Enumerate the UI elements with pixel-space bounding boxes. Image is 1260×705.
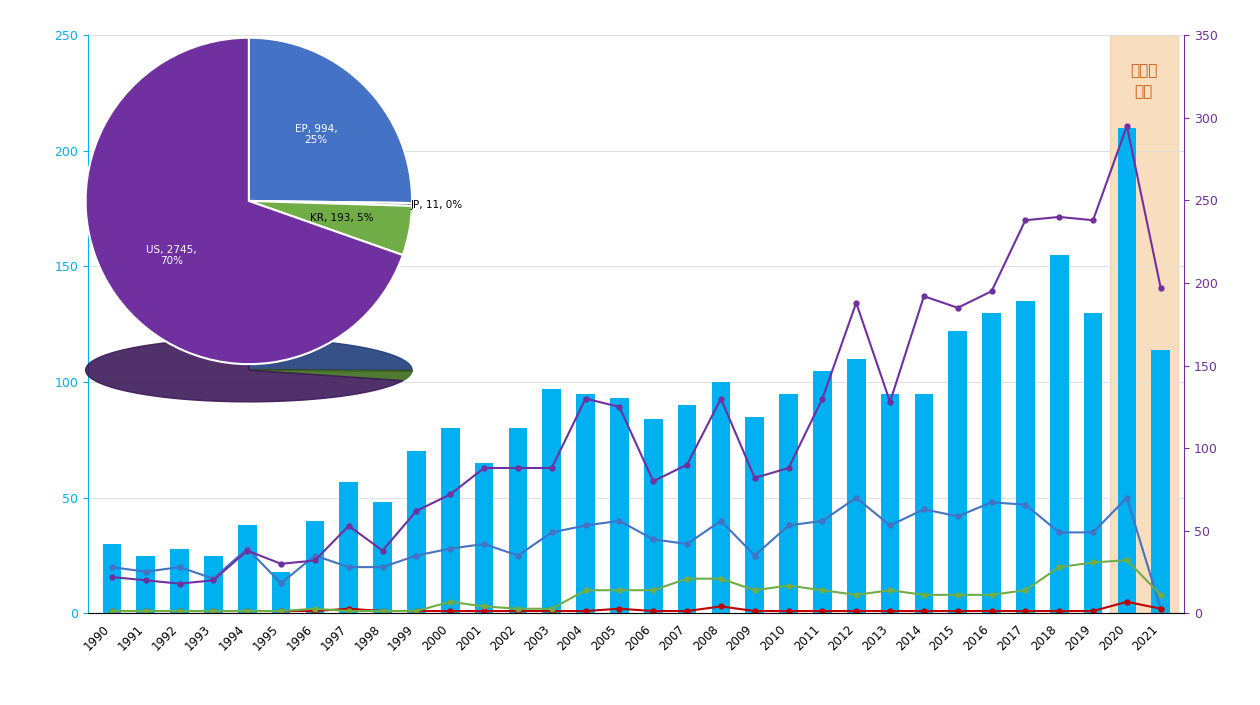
Bar <box>1016 301 1034 613</box>
Text: KR, 193, 5%: KR, 193, 5% <box>310 214 374 223</box>
Bar <box>1118 128 1137 613</box>
Polygon shape <box>248 370 412 371</box>
Bar <box>746 417 764 613</box>
Polygon shape <box>248 370 412 381</box>
Wedge shape <box>86 37 403 364</box>
Text: US, 2745,
70%: US, 2745, 70% <box>146 245 197 266</box>
Bar <box>983 313 1000 613</box>
Bar <box>1050 255 1068 613</box>
Bar <box>204 556 223 613</box>
Bar <box>238 525 257 613</box>
Bar <box>644 419 663 613</box>
Bar <box>542 389 561 613</box>
Bar <box>373 503 392 613</box>
Bar <box>813 371 832 613</box>
Bar <box>272 572 290 613</box>
Bar <box>1110 35 1178 613</box>
Bar <box>475 463 494 613</box>
Bar <box>306 521 324 613</box>
Bar <box>847 359 866 613</box>
Wedge shape <box>248 201 412 206</box>
Bar <box>1084 313 1102 613</box>
Bar <box>1152 350 1171 613</box>
Bar <box>339 482 358 613</box>
Text: 미공개
구간: 미공개 구간 <box>1130 63 1158 99</box>
Bar <box>949 331 966 613</box>
Wedge shape <box>248 37 412 203</box>
Bar <box>779 393 798 613</box>
Bar <box>509 429 527 613</box>
Bar <box>610 398 629 613</box>
Bar <box>407 451 426 613</box>
Text: JP, 11, 0%: JP, 11, 0% <box>411 200 462 210</box>
Wedge shape <box>248 201 412 255</box>
Polygon shape <box>86 338 403 402</box>
Bar <box>881 393 900 613</box>
Bar <box>678 405 697 613</box>
Bar <box>441 429 460 613</box>
Bar <box>576 393 595 613</box>
Text: EP, 994,
25%: EP, 994, 25% <box>295 123 338 145</box>
Bar <box>136 556 155 613</box>
Bar <box>170 548 189 613</box>
Bar <box>915 393 934 613</box>
Polygon shape <box>248 338 412 371</box>
Bar <box>102 544 121 613</box>
Bar <box>712 382 731 613</box>
